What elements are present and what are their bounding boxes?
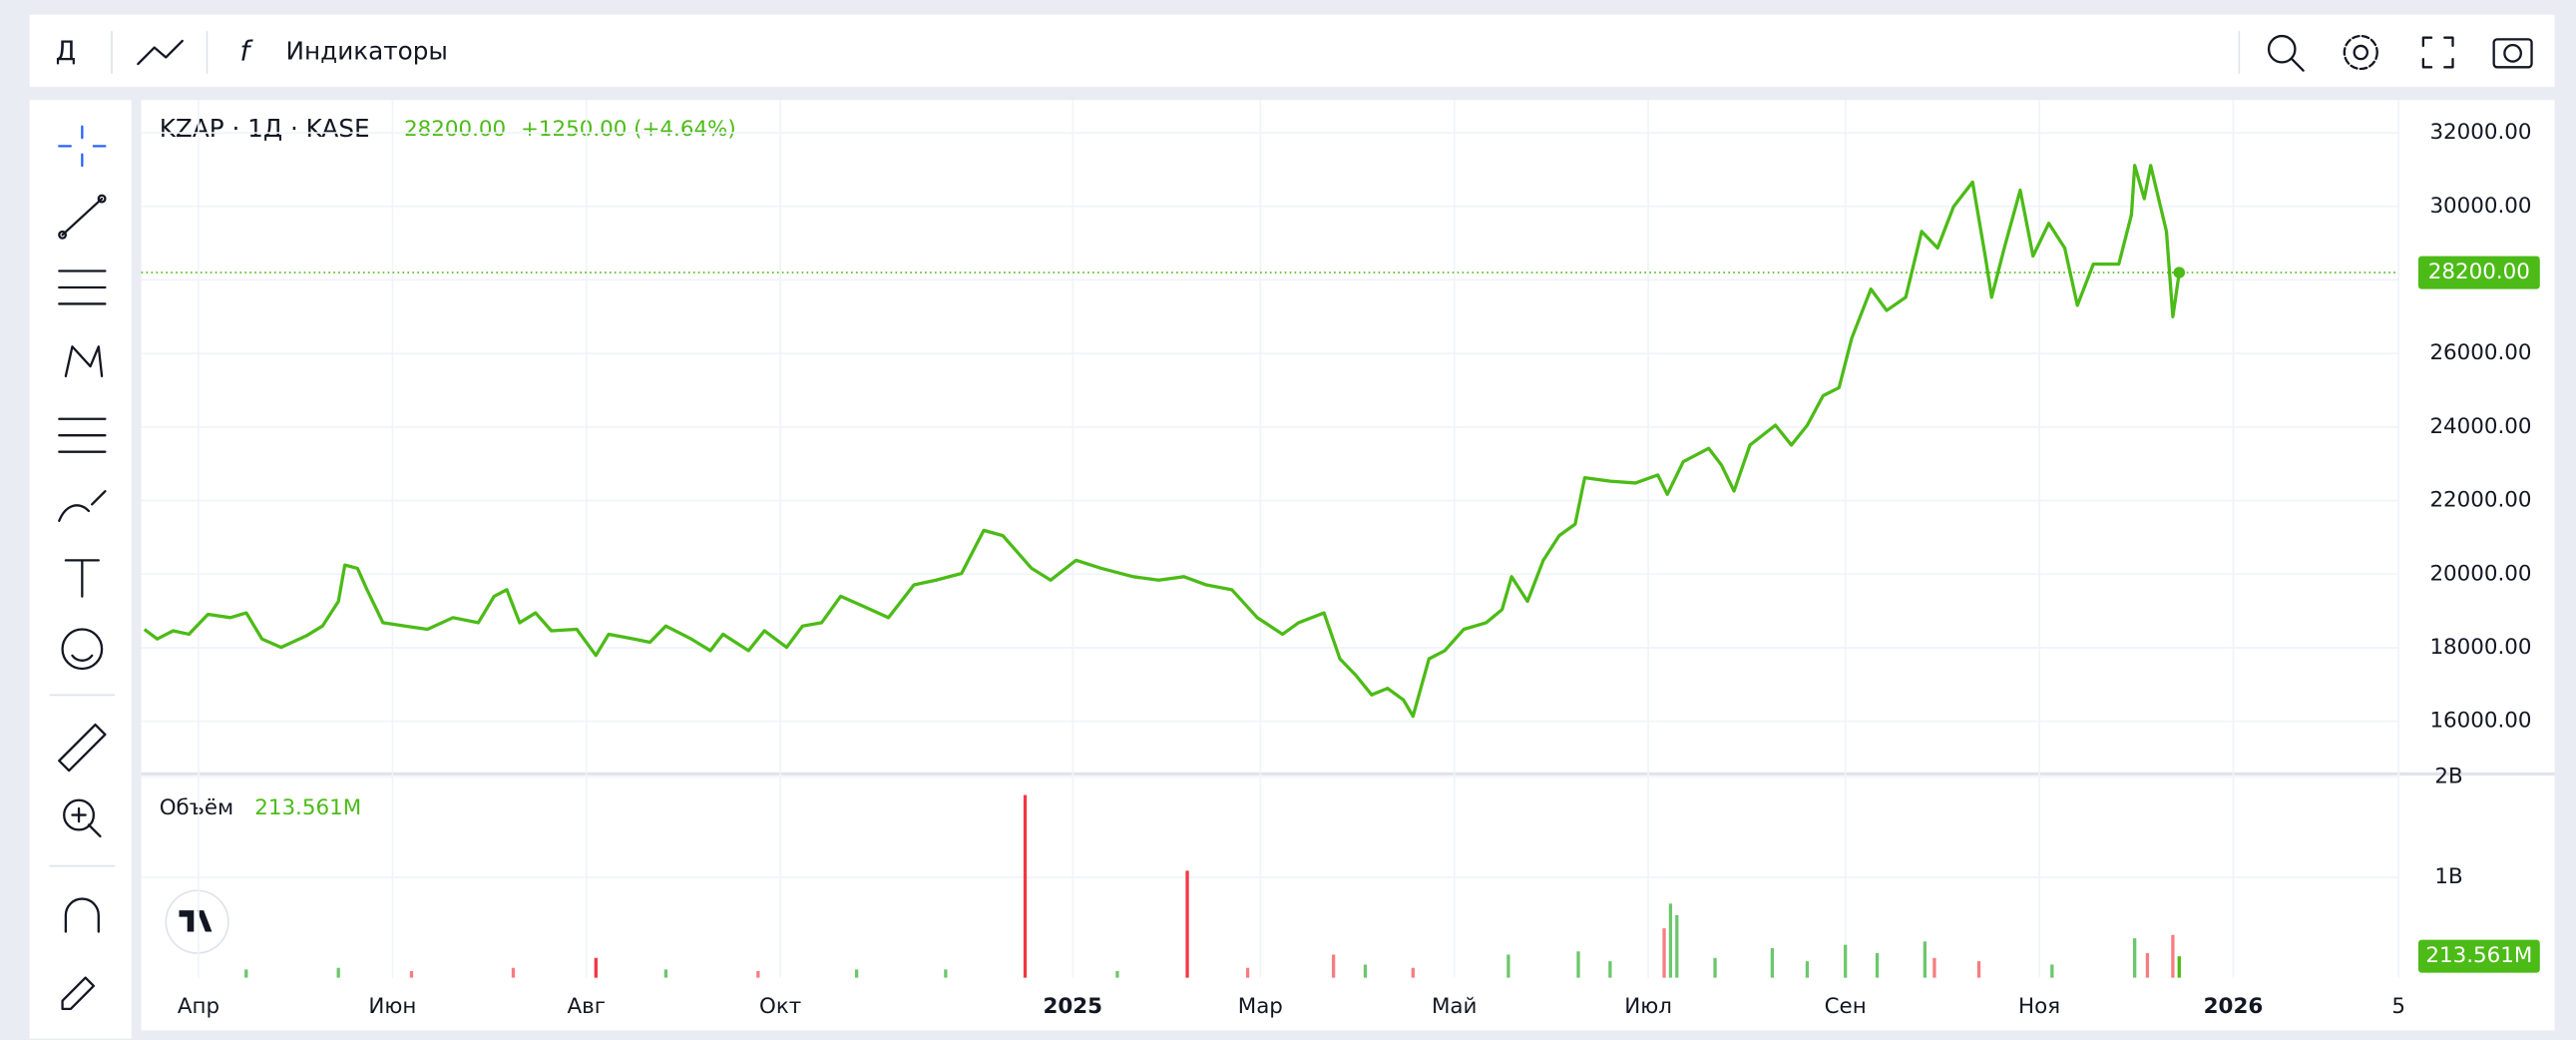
x-tick-label: 2025 xyxy=(1044,994,1103,1019)
volume-bar xyxy=(594,957,598,978)
volume-bar xyxy=(1506,954,1510,978)
x-tick-label: Июл xyxy=(1624,994,1672,1019)
volume-bar xyxy=(1245,967,1250,978)
fib-tool[interactable] xyxy=(58,269,107,305)
settings-button[interactable] xyxy=(2343,34,2378,71)
symbol-title: KZAP · 1Д · KASE xyxy=(160,114,370,143)
volume-bar xyxy=(2145,952,2150,978)
y-tick-label: 18000.00 xyxy=(2429,635,2531,660)
volume-bar xyxy=(2177,956,2181,978)
volume-bar xyxy=(1844,944,1848,978)
x-tick-label: Апр xyxy=(178,994,219,1019)
volume-bar xyxy=(2171,934,2175,978)
trendline-tool[interactable] xyxy=(58,194,107,240)
lock-tool[interactable] xyxy=(61,976,96,1011)
volume-bar xyxy=(944,969,948,978)
volume-bar xyxy=(1923,941,1927,978)
interval-button[interactable]: Д xyxy=(56,37,77,67)
volume-bar xyxy=(1805,961,1810,978)
volume-bar xyxy=(663,969,668,978)
drawing-toolbar xyxy=(29,100,132,1039)
price-tag xyxy=(2417,256,2540,289)
brush-tool[interactable] xyxy=(58,490,107,522)
volume-bar xyxy=(2133,938,2137,978)
change-legend: +1250.00 (+4.64%) xyxy=(521,117,736,142)
x-tick-label: Май xyxy=(1432,994,1477,1019)
forecast-tool[interactable] xyxy=(58,417,107,453)
y-tick-label: 32000.00 xyxy=(2429,120,2531,145)
price-line xyxy=(143,164,2181,719)
x-tick-label: Авг xyxy=(568,994,606,1019)
volume-bar xyxy=(1023,794,1028,978)
y-tick-label: 22000.00 xyxy=(2429,488,2531,513)
volume-bar xyxy=(1932,957,1936,978)
fullscreen-button[interactable] xyxy=(2421,36,2454,69)
volume-bar xyxy=(854,969,859,978)
last-point xyxy=(2173,266,2186,278)
volume-bar xyxy=(756,970,760,978)
volume-tick-label: 2B xyxy=(2434,764,2462,788)
volume-bar xyxy=(244,969,248,978)
volume-bar xyxy=(1115,970,1119,978)
volume-bar xyxy=(336,967,340,978)
x-tick-label: Ноя xyxy=(2018,994,2060,1019)
volume-bar xyxy=(1411,967,1415,978)
y-tick-label: 20000.00 xyxy=(2429,561,2531,586)
y-tick-label: 16000.00 xyxy=(2429,709,2531,734)
volume-bar xyxy=(1770,947,1775,978)
y-tick-label: 24000.00 xyxy=(2429,414,2531,439)
x-tick-label: 5 xyxy=(2391,994,2405,1019)
x-tick-label: Окт xyxy=(759,994,801,1019)
emoji-tool[interactable] xyxy=(61,628,104,671)
volume-bar xyxy=(1875,952,1880,978)
volume-bar xyxy=(1363,964,1368,978)
x-tick-label: Сен xyxy=(1825,994,1867,1019)
volume-tag xyxy=(2417,939,2540,973)
volume-bar xyxy=(1576,951,1580,978)
chart-type-button[interactable] xyxy=(137,39,184,66)
volume-bar xyxy=(1185,870,1189,978)
volume-bar xyxy=(1662,928,1666,978)
indicators-button[interactable]: Индикаторы xyxy=(286,37,448,66)
magnet-tool[interactable] xyxy=(64,897,100,933)
volume-tick-label: 1B xyxy=(2434,864,2462,889)
top-toolbar xyxy=(29,14,2555,88)
volume-legend: 213.561M xyxy=(254,795,361,820)
volume-bar xyxy=(409,970,414,978)
volume-bar xyxy=(1713,957,1717,978)
crosshair-tool[interactable] xyxy=(58,125,107,168)
chart-area xyxy=(141,100,2555,1031)
x-tick-label: Июн xyxy=(368,994,416,1019)
price-tag-label: 28200.00 xyxy=(2428,260,2530,284)
price-legend: 28200.00 xyxy=(404,117,506,142)
x-tick-label: 2026 xyxy=(2204,994,2264,1019)
volume-bar xyxy=(2050,964,2054,978)
screenshot-button[interactable] xyxy=(2492,38,2533,69)
text-tool[interactable] xyxy=(64,559,100,598)
pattern-tool[interactable] xyxy=(64,345,104,378)
y-tick-label: 30000.00 xyxy=(2429,194,2531,219)
y-tick-label: 26000.00 xyxy=(2429,340,2531,365)
volume-bar xyxy=(1331,954,1336,978)
volume-bar xyxy=(1608,961,1612,978)
volume-bar xyxy=(1668,903,1673,978)
zoom-tool[interactable] xyxy=(63,798,102,838)
volume-title: Объём xyxy=(160,795,233,820)
logo xyxy=(165,889,229,954)
quick-search-button[interactable] xyxy=(2267,34,2305,72)
x-tick-label: Мар xyxy=(1238,994,1283,1019)
ruler-tool[interactable] xyxy=(58,723,107,773)
volume-tag-label: 213.561M xyxy=(2425,943,2532,968)
volume-bar xyxy=(1675,914,1679,978)
volume-bar xyxy=(1976,961,1981,978)
volume-bar xyxy=(511,967,516,978)
